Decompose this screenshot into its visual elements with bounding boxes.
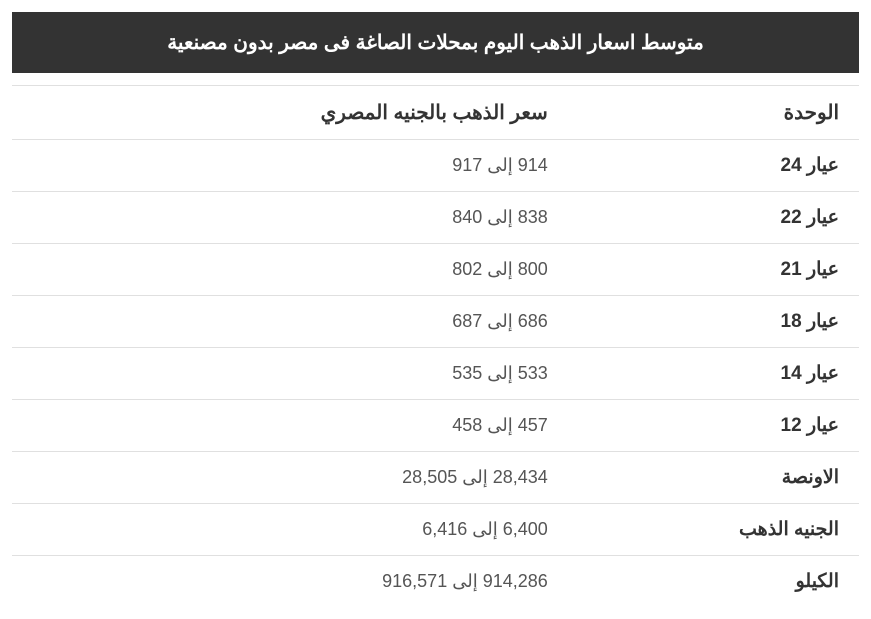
cell-price: 800 إلى 802 [12, 244, 568, 296]
table-row: الاونصة 28,434 إلى 28,505 [12, 452, 859, 504]
cell-unit: عيار 22 [568, 192, 859, 244]
table-title: متوسط اسعار الذهب اليوم بمحلات الصاغة فى… [12, 12, 859, 73]
table-row: عيار 24 914 إلى 917 [12, 140, 859, 192]
cell-unit: عيار 21 [568, 244, 859, 296]
cell-unit: عيار 18 [568, 296, 859, 348]
cell-price: 457 إلى 458 [12, 400, 568, 452]
cell-unit: عيار 12 [568, 400, 859, 452]
spacer-row [12, 73, 859, 86]
cell-price: 914 إلى 917 [12, 140, 568, 192]
cell-price: 6,400 إلى 6,416 [12, 504, 568, 556]
table-header-row: الوحدة سعر الذهب بالجنيه المصري [12, 86, 859, 140]
cell-unit: الاونصة [568, 452, 859, 504]
table-row: الكيلو 914,286 إلى 916,571 [12, 556, 859, 608]
gold-prices-table-container: متوسط اسعار الذهب اليوم بمحلات الصاغة فى… [12, 12, 859, 607]
cell-unit: عيار 14 [568, 348, 859, 400]
table-body: عيار 24 914 إلى 917 عيار 22 838 إلى 840 … [12, 140, 859, 608]
table-row: عيار 22 838 إلى 840 [12, 192, 859, 244]
column-header-price: سعر الذهب بالجنيه المصري [12, 86, 568, 140]
cell-price: 686 إلى 687 [12, 296, 568, 348]
column-header-unit: الوحدة [568, 86, 859, 140]
table-row: عيار 12 457 إلى 458 [12, 400, 859, 452]
cell-price: 533 إلى 535 [12, 348, 568, 400]
cell-unit: الجنيه الذهب [568, 504, 859, 556]
table-row: الجنيه الذهب 6,400 إلى 6,416 [12, 504, 859, 556]
cell-unit: الكيلو [568, 556, 859, 608]
cell-unit: عيار 24 [568, 140, 859, 192]
gold-prices-table: الوحدة سعر الذهب بالجنيه المصري عيار 24 … [12, 73, 859, 607]
cell-price: 28,434 إلى 28,505 [12, 452, 568, 504]
table-row: عيار 21 800 إلى 802 [12, 244, 859, 296]
table-row: عيار 14 533 إلى 535 [12, 348, 859, 400]
table-row: عيار 18 686 إلى 687 [12, 296, 859, 348]
cell-price: 914,286 إلى 916,571 [12, 556, 568, 608]
cell-price: 838 إلى 840 [12, 192, 568, 244]
